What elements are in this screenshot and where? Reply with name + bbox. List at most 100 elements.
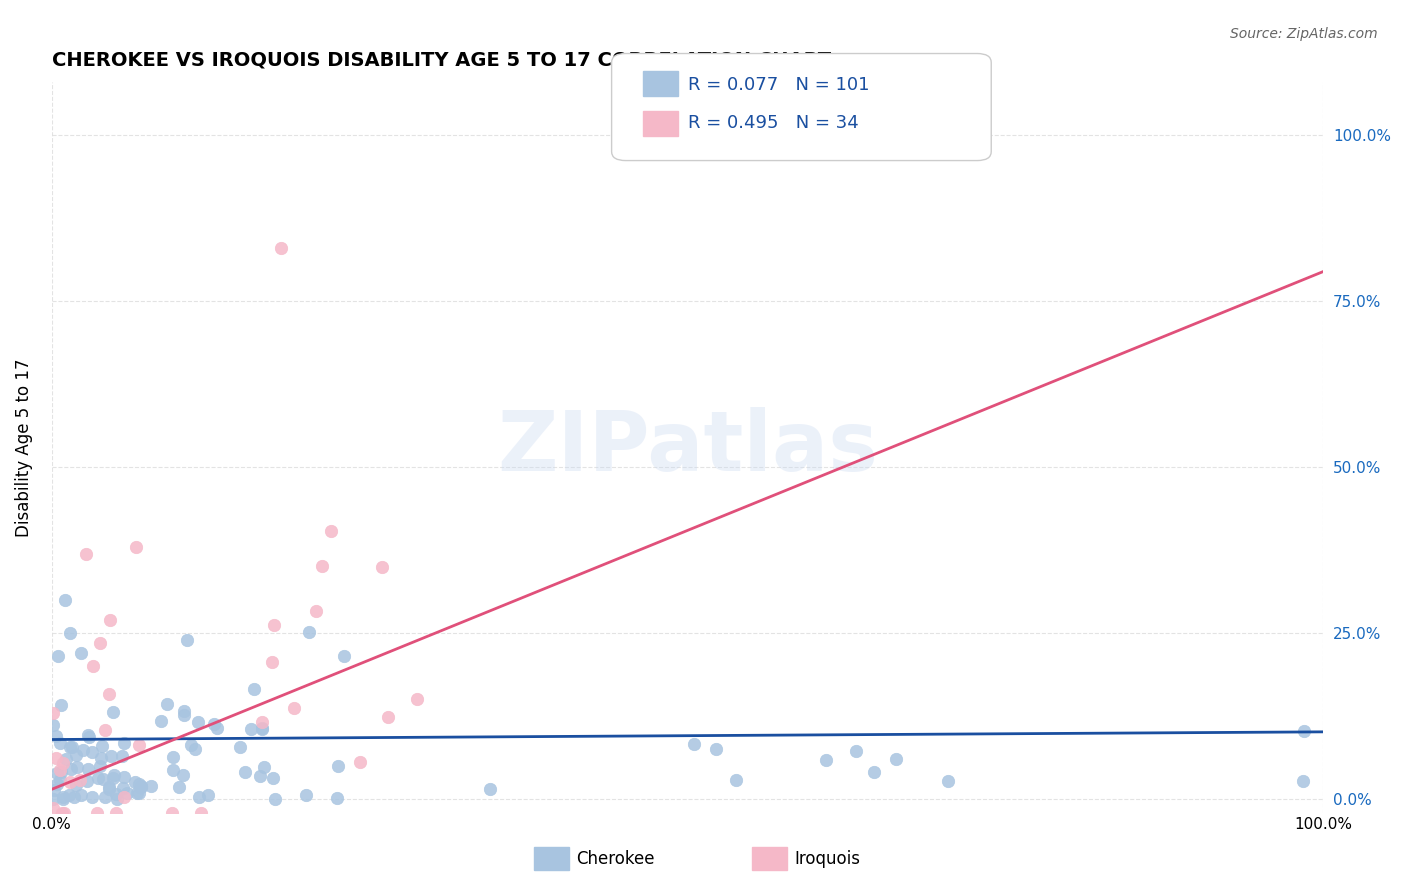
Point xyxy=(52,789,75,804)
Point xyxy=(176,633,198,648)
Point xyxy=(65,748,87,763)
Point xyxy=(52,756,75,770)
Point xyxy=(1292,774,1315,789)
Point xyxy=(87,771,110,785)
Point xyxy=(80,745,103,759)
Point xyxy=(250,714,273,729)
Point xyxy=(131,779,153,793)
Point xyxy=(97,687,120,701)
Point xyxy=(371,559,394,574)
Point xyxy=(884,752,907,766)
Point xyxy=(91,772,114,786)
Point xyxy=(114,770,136,784)
Point xyxy=(60,762,83,776)
Point xyxy=(253,760,276,774)
Point xyxy=(49,764,72,779)
Point xyxy=(72,743,94,757)
Point xyxy=(128,786,150,800)
Point xyxy=(80,790,103,805)
Point xyxy=(197,789,219,803)
Point xyxy=(706,742,728,756)
Point xyxy=(55,752,77,766)
Point xyxy=(156,697,179,711)
Point xyxy=(53,593,76,607)
Point xyxy=(77,762,100,776)
Point xyxy=(42,791,65,805)
Point xyxy=(125,540,148,554)
Point xyxy=(479,782,502,797)
Point xyxy=(162,764,184,778)
Point xyxy=(262,771,284,785)
Point xyxy=(89,759,111,773)
Point xyxy=(125,786,148,800)
Point xyxy=(112,736,135,750)
Point xyxy=(298,624,321,639)
Point xyxy=(103,771,125,785)
Text: CHEROKEE VS IROQUOIS DISABILITY AGE 5 TO 17 CORRELATION CHART: CHEROKEE VS IROQUOIS DISABILITY AGE 5 TO… xyxy=(52,51,831,70)
Point xyxy=(311,558,333,573)
Text: R = 0.077   N = 101: R = 0.077 N = 101 xyxy=(688,76,869,94)
Point xyxy=(86,805,108,820)
Point xyxy=(180,738,202,752)
Point xyxy=(1294,724,1316,739)
Point xyxy=(45,751,67,765)
Point xyxy=(42,801,65,815)
Point xyxy=(326,791,349,805)
Point xyxy=(321,524,343,538)
Point xyxy=(167,780,190,794)
Point xyxy=(101,705,124,719)
Point xyxy=(45,777,67,791)
Point xyxy=(89,636,111,650)
Point xyxy=(45,729,67,743)
Point xyxy=(65,778,87,792)
Point xyxy=(240,722,263,736)
Point xyxy=(377,710,399,724)
Point xyxy=(45,765,67,780)
Point xyxy=(129,780,152,795)
Point xyxy=(173,708,195,723)
Point xyxy=(202,716,225,731)
Point xyxy=(190,805,212,820)
Point xyxy=(42,718,65,732)
Text: Cherokee: Cherokee xyxy=(576,850,655,868)
Point xyxy=(94,790,117,805)
Point xyxy=(98,782,121,797)
Point xyxy=(49,773,72,788)
Point xyxy=(75,547,97,561)
Point xyxy=(270,241,292,255)
Point xyxy=(139,780,162,794)
Point xyxy=(58,788,80,802)
Point xyxy=(90,751,112,765)
Point xyxy=(187,715,209,730)
Text: ZIPatlas: ZIPatlas xyxy=(496,407,877,488)
Point xyxy=(250,722,273,736)
Point xyxy=(60,739,83,754)
Point xyxy=(52,805,75,820)
Point xyxy=(295,788,318,802)
Point xyxy=(42,706,65,720)
Point xyxy=(76,774,98,789)
Point xyxy=(70,789,93,803)
Point xyxy=(48,736,70,750)
Point xyxy=(242,681,264,696)
Point xyxy=(115,786,138,800)
Text: Iroquois: Iroquois xyxy=(794,850,860,868)
Point xyxy=(97,780,120,794)
Point xyxy=(150,714,173,728)
Point xyxy=(863,765,886,780)
Point xyxy=(77,728,100,742)
Point xyxy=(112,790,135,805)
Text: Source: ZipAtlas.com: Source: ZipAtlas.com xyxy=(1230,27,1378,41)
Point xyxy=(51,698,73,712)
Point xyxy=(162,750,184,764)
Point xyxy=(77,730,100,744)
Point xyxy=(59,626,82,640)
Point xyxy=(51,805,73,820)
Point xyxy=(90,739,112,754)
Point xyxy=(104,787,127,801)
Point xyxy=(249,769,271,783)
Point xyxy=(305,604,328,618)
Point xyxy=(349,755,371,769)
Point xyxy=(252,721,274,735)
Point xyxy=(52,792,75,806)
